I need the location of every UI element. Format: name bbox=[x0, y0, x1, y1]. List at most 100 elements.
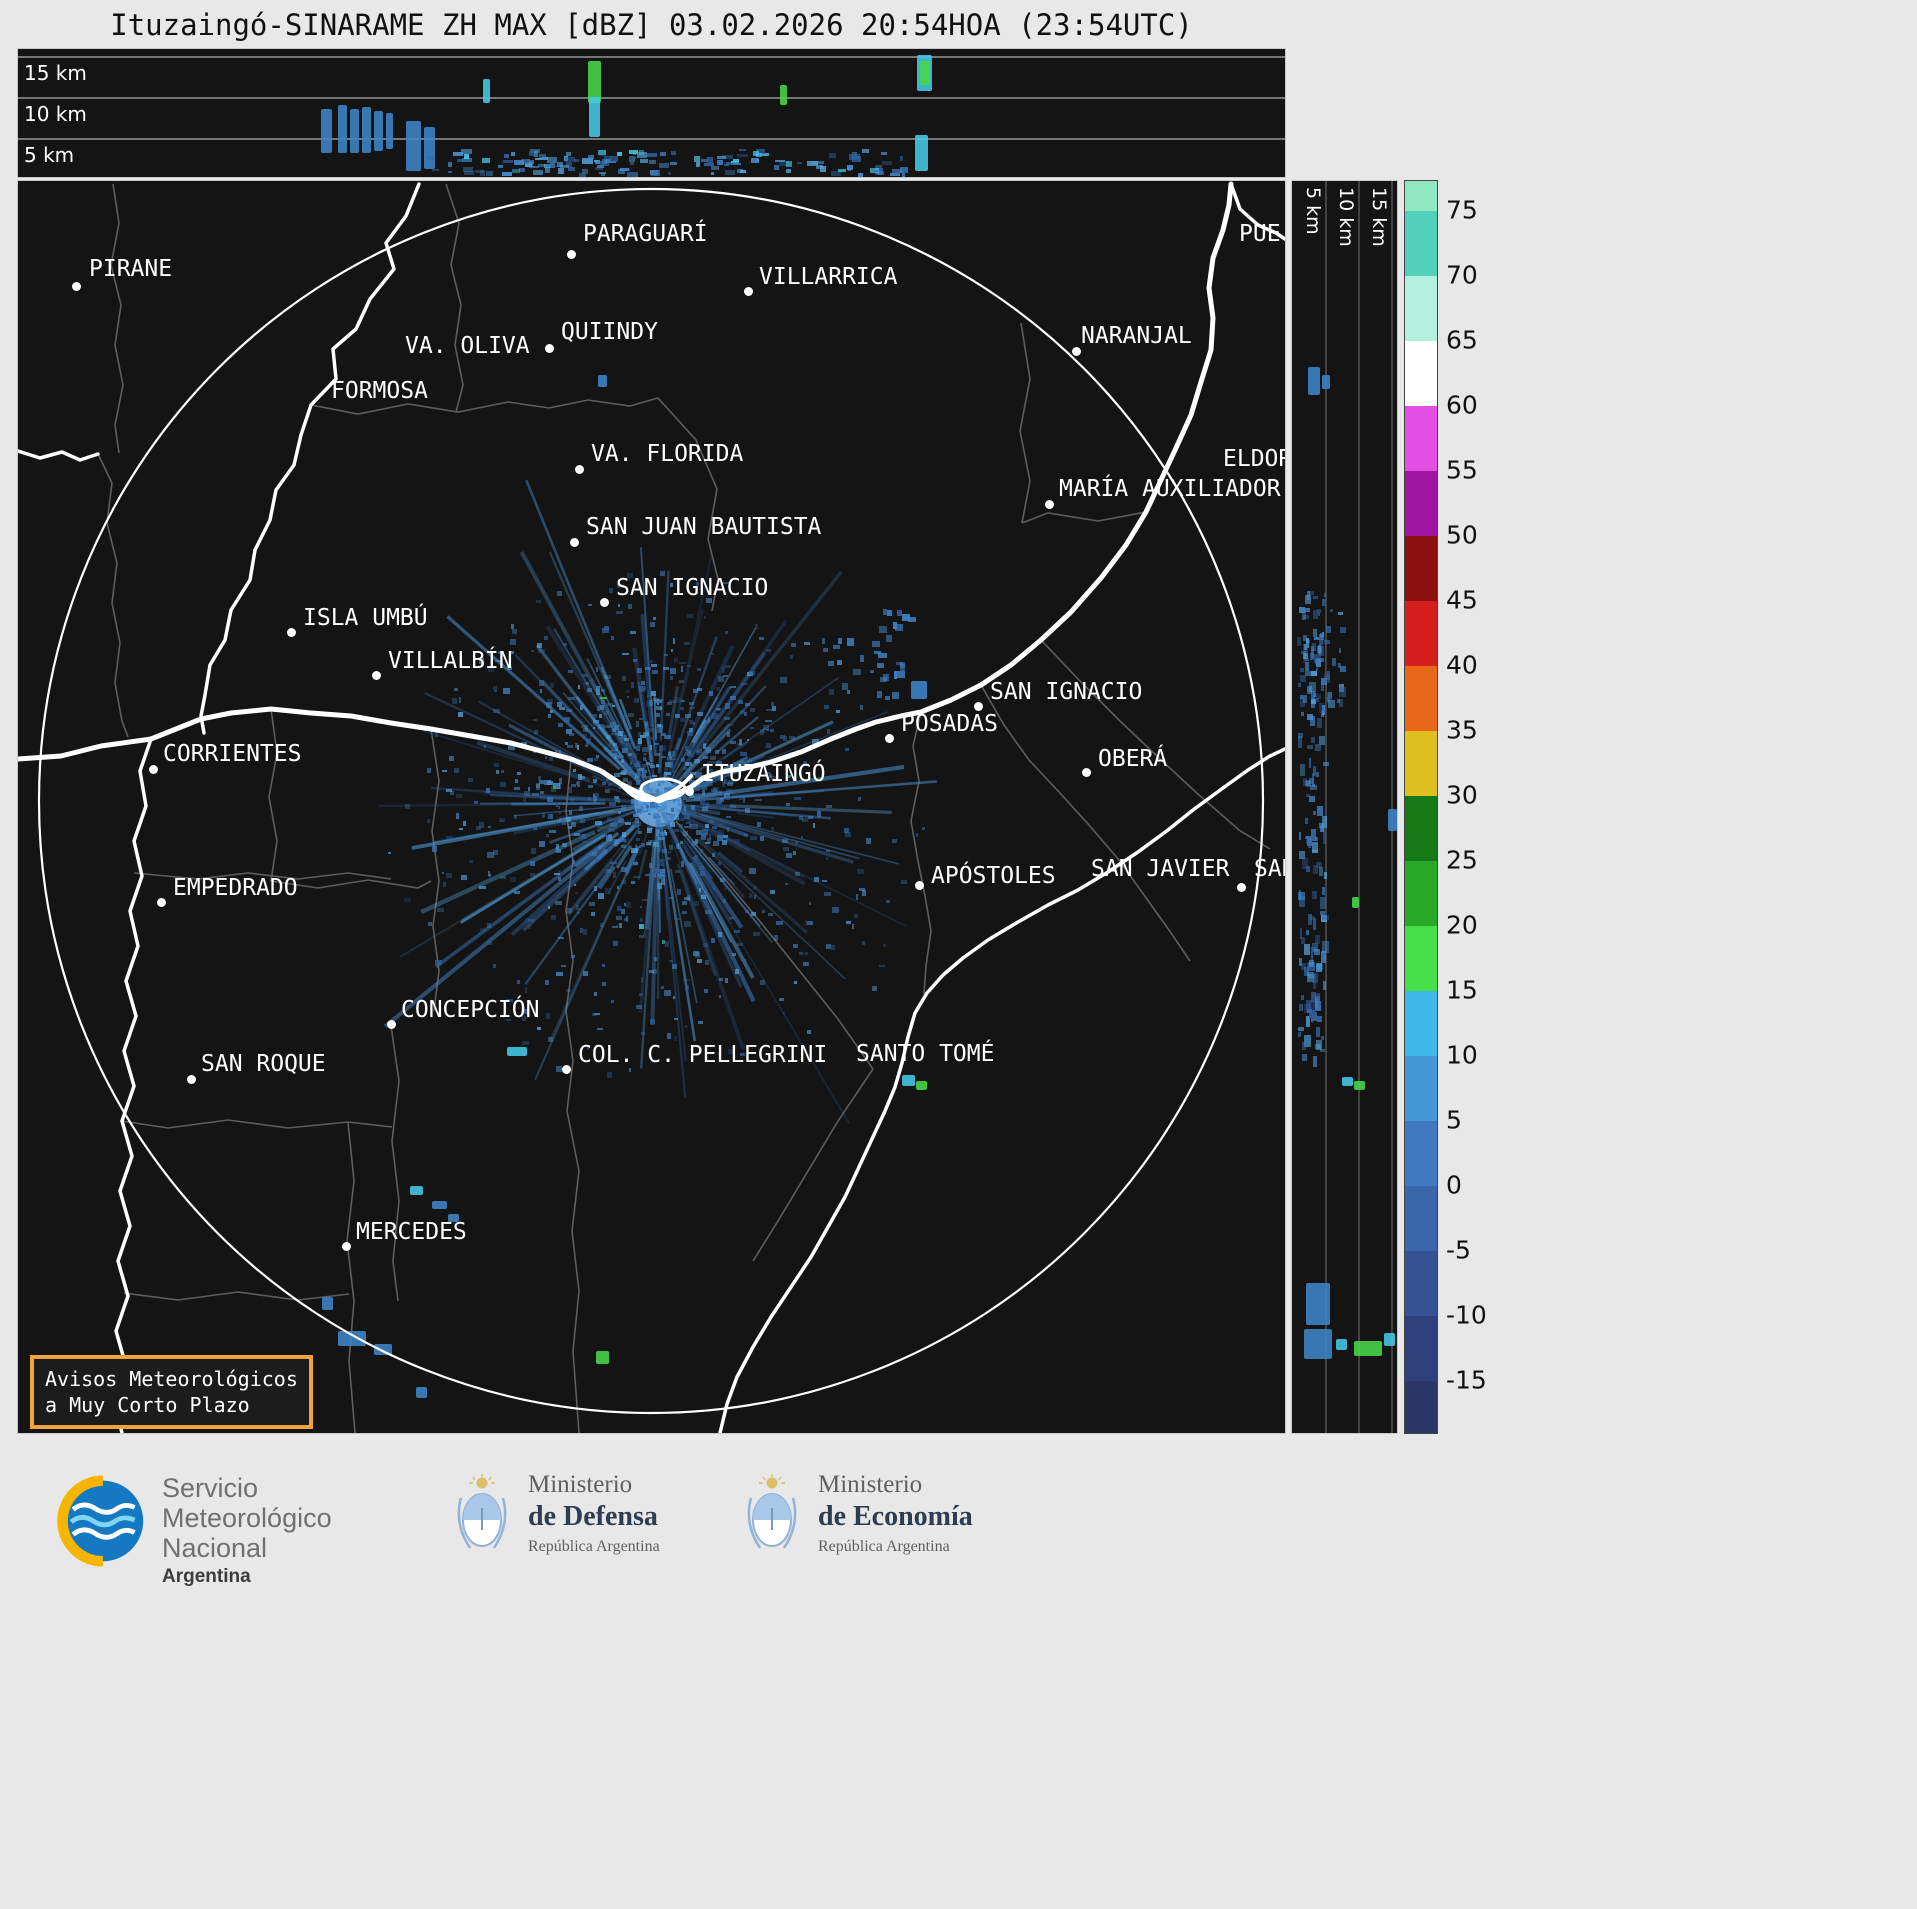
city-label: EMPEDRADO bbox=[173, 875, 298, 901]
city-label: QUIINDY bbox=[561, 319, 658, 345]
colorbar-segment bbox=[1405, 861, 1437, 926]
colorbar-segment bbox=[1405, 181, 1437, 211]
city-dot bbox=[187, 1075, 196, 1084]
ministry-defensa-pre: Ministerio bbox=[528, 1471, 633, 1498]
ministry-defensa-sub: República Argentina bbox=[528, 1538, 660, 1555]
border bbox=[346, 1121, 356, 1433]
city-dot bbox=[685, 787, 694, 796]
ministry-defensa-name: de Defensa bbox=[528, 1501, 658, 1532]
radar-title: Ituzaingó-SINARAME ZH MAX [dBZ] 03.02.20… bbox=[110, 8, 1193, 42]
river-topright bbox=[1229, 182, 1285, 241]
colorbar-segment bbox=[1405, 536, 1437, 601]
city-dot bbox=[157, 898, 166, 907]
colorbar-tick-labels: 75 70 65 60 55 50 45 40 35 30 25 20 15 10 5 0 -5 -10 -15 bbox=[1446, 180, 1526, 1434]
colorbar-tick: 35 bbox=[1446, 715, 1478, 745]
city-label: SANTO TOMÉ bbox=[856, 1041, 995, 1067]
warning-line-1: Avisos Meteorológicos bbox=[45, 1367, 298, 1391]
colorbar-segment bbox=[1405, 1121, 1437, 1186]
warning-line-2: a Muy Corto Plazo bbox=[45, 1393, 250, 1417]
city-dot bbox=[575, 465, 584, 474]
ministry-defensa-words: Ministerio de Defensa República Argentin… bbox=[528, 1471, 660, 1556]
city-dot bbox=[149, 765, 158, 774]
city-dot bbox=[372, 671, 381, 680]
argentina-coat-of-arms-icon bbox=[457, 1474, 507, 1549]
colorbar-segment bbox=[1405, 601, 1437, 666]
city-label: OBERÁ bbox=[1098, 746, 1168, 772]
altitude-label: 15 km bbox=[24, 61, 87, 85]
radar-range-ring bbox=[37, 187, 1265, 1415]
city-label: COL. C. PELLEGRINI bbox=[578, 1042, 828, 1068]
colorbar-tick: -10 bbox=[1446, 1300, 1487, 1330]
altitude-label-vertical: 15 km bbox=[1368, 187, 1390, 247]
colorbar-segment bbox=[1405, 926, 1437, 991]
side-cross-section-graphics bbox=[1297, 181, 1397, 1433]
border bbox=[1019, 322, 1031, 524]
city-label: APÓSTOLES bbox=[931, 863, 1056, 889]
colorbar-segment bbox=[1405, 211, 1437, 276]
border bbox=[390, 1025, 400, 1302]
city-dot bbox=[744, 287, 753, 296]
city-dot bbox=[72, 282, 81, 291]
ministry-economia-block: Ministerio de Economía República Argenti… bbox=[742, 1471, 973, 1557]
footer-logos: Servicio Meteorológico Nacional Argentin… bbox=[0, 1445, 1917, 1645]
altitude-gridlines bbox=[18, 56, 1285, 140]
colorbar-segment bbox=[1405, 406, 1437, 471]
city-dot bbox=[387, 1020, 396, 1029]
altitude-label-vertical: 10 km bbox=[1335, 187, 1357, 247]
ministry-defensa-block: Ministerio de Defensa República Argentin… bbox=[452, 1471, 660, 1557]
border bbox=[445, 183, 464, 413]
smn-name-line2: Meteorológico bbox=[162, 1503, 332, 1533]
colorbar-segment bbox=[1405, 796, 1437, 861]
warning-banner[interactable]: Avisos Meteorológicos a Muy Corto Plazo bbox=[30, 1355, 313, 1429]
border bbox=[121, 1119, 393, 1129]
city-label: PUE bbox=[1239, 221, 1281, 247]
city-dot bbox=[545, 344, 554, 353]
colorbar-tick: 55 bbox=[1446, 455, 1478, 485]
river-parana-south bbox=[112, 737, 153, 1433]
smn-country: Argentina bbox=[162, 1566, 251, 1587]
ministry-economia-words: Ministerio de Economía República Argenti… bbox=[818, 1471, 973, 1556]
colorbar-segment bbox=[1405, 1381, 1437, 1433]
border bbox=[675, 820, 874, 1070]
city-label: VA. OLIVA bbox=[405, 333, 530, 359]
colorbar-segment bbox=[1405, 1186, 1437, 1251]
city-label: CONCEPCIÓN bbox=[401, 997, 540, 1023]
city-dot bbox=[1072, 347, 1081, 356]
city-dot bbox=[1082, 768, 1091, 777]
city-dot bbox=[915, 881, 924, 890]
altitude-label-vertical: 5 km bbox=[1302, 187, 1324, 235]
colorbar-tick: 65 bbox=[1446, 325, 1478, 355]
city-label: MARÍA AUXILIADOR bbox=[1059, 476, 1281, 502]
smn-wordmark: Servicio Meteorológico Nacional Argentin… bbox=[162, 1473, 332, 1588]
river-parana bbox=[18, 181, 1234, 804]
side-echo-layer bbox=[1297, 367, 1397, 1359]
city-label: SAN IGNACIO bbox=[990, 679, 1143, 705]
river-small-west bbox=[18, 449, 100, 462]
colorbar-tick: 40 bbox=[1446, 650, 1478, 680]
colorbar-segment bbox=[1405, 1251, 1437, 1316]
city-dot bbox=[287, 628, 296, 637]
river-uruguay bbox=[718, 747, 1285, 1433]
city-label: POSADAS bbox=[901, 711, 998, 737]
colorbar-segment bbox=[1405, 341, 1437, 406]
city-label: ISLA UMBÚ bbox=[303, 605, 428, 631]
city-label: FORMOSA bbox=[331, 378, 428, 404]
city-label: SAN JUAN BAUTISTA bbox=[586, 514, 822, 540]
radar-map: PIRANE PARAGUARÍ VILLARRICA QUIINDY VA. OLIV… bbox=[17, 180, 1286, 1434]
argentina-coat-of-arms-icon bbox=[747, 1474, 797, 1549]
city-dot bbox=[885, 734, 894, 743]
altitude-label: 10 km bbox=[24, 102, 87, 126]
city-label: VILLALBÍN bbox=[388, 648, 513, 674]
border bbox=[1040, 639, 1271, 850]
city-dot bbox=[570, 538, 579, 547]
colorbar-tick: 75 bbox=[1446, 195, 1478, 225]
city-dot bbox=[342, 1242, 351, 1251]
border bbox=[268, 708, 432, 889]
border bbox=[752, 1068, 874, 1262]
city-label: ELDOR bbox=[1223, 446, 1286, 472]
colorbar-tick: -15 bbox=[1446, 1365, 1487, 1395]
city-label: PARAGUARÍ bbox=[583, 221, 708, 247]
colorbar-segment bbox=[1405, 991, 1437, 1056]
city-dot bbox=[600, 598, 609, 607]
